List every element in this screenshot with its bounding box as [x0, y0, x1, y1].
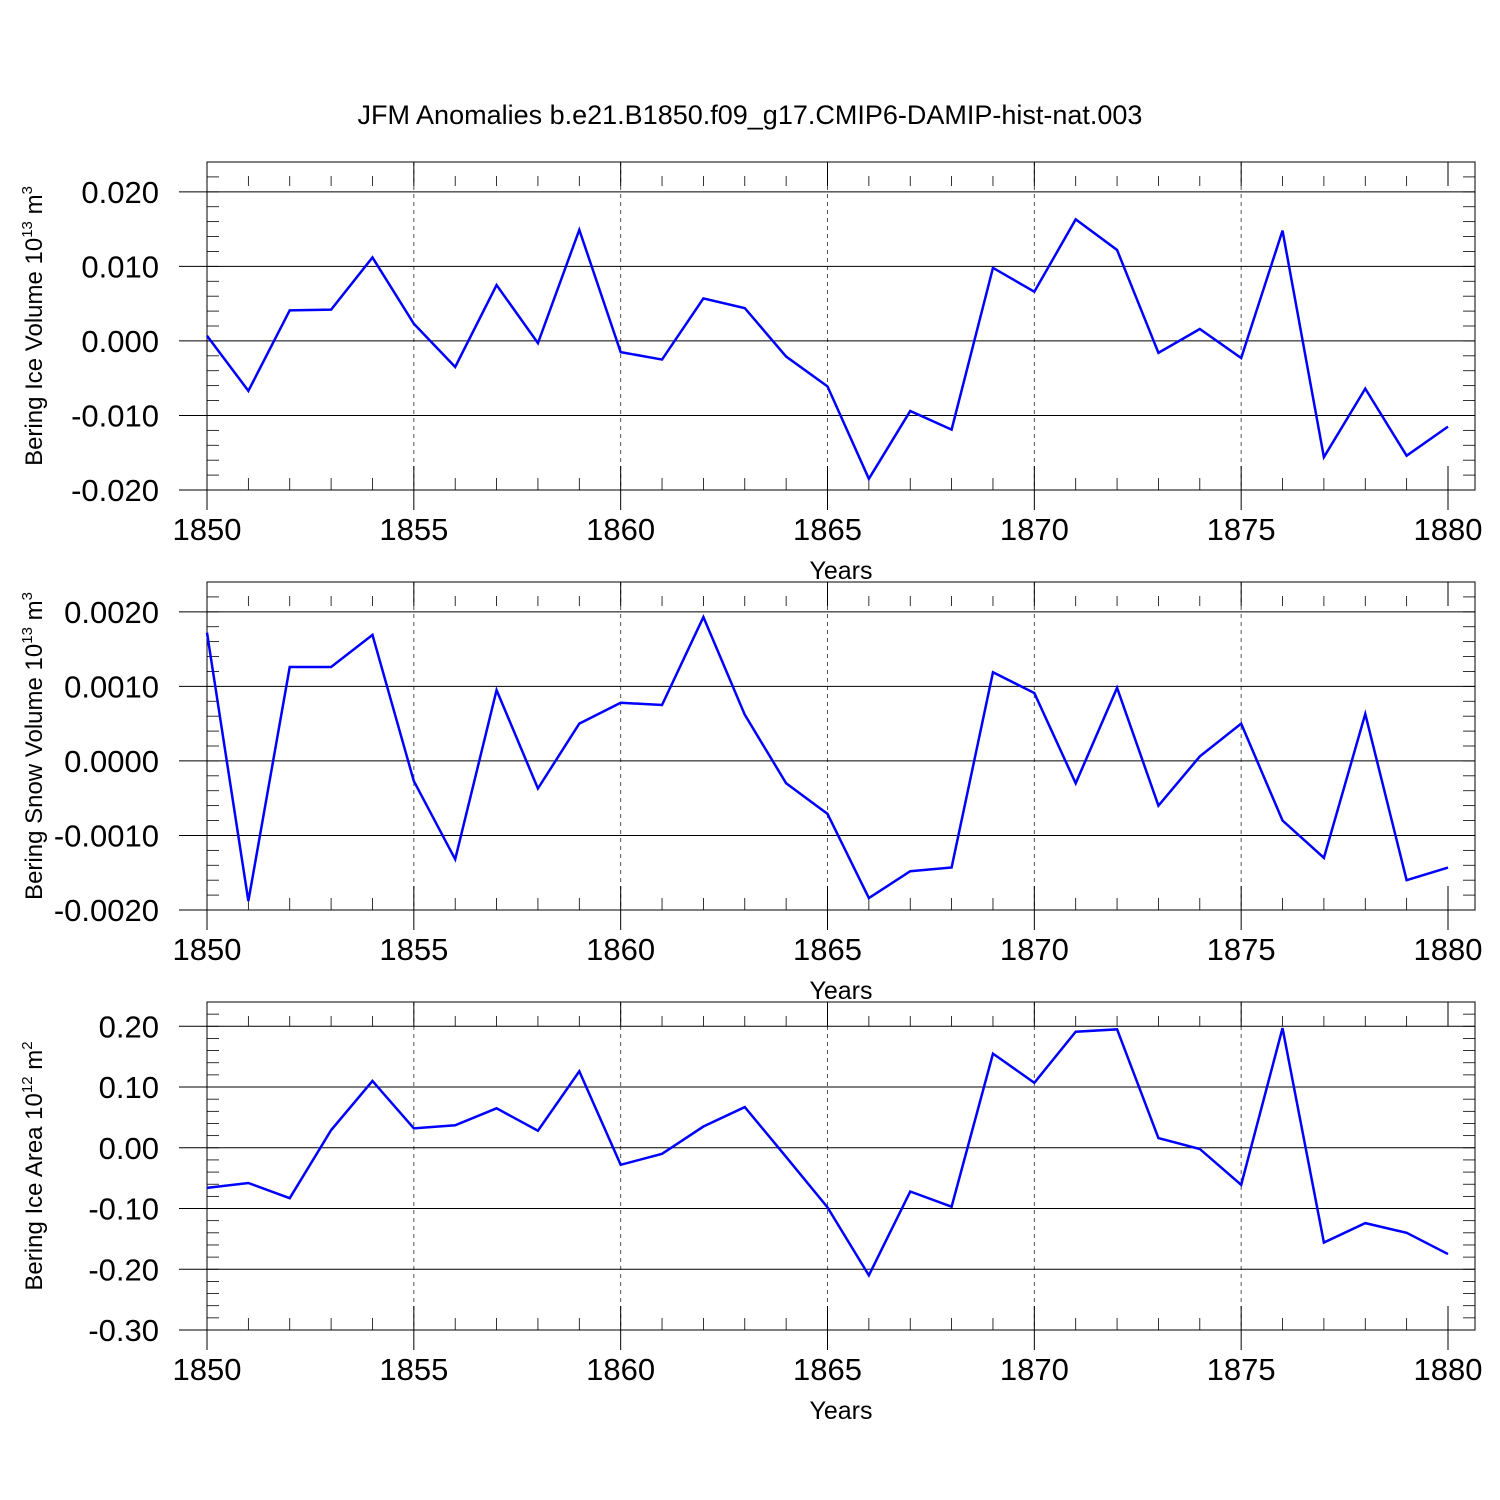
y-axis-label-main: Bering Ice Area 10: [21, 1093, 48, 1290]
y-tick-label: -0.0010: [54, 818, 159, 853]
y-axis-label-unit: m: [21, 194, 48, 221]
y-axis-label-main: Bering Snow Volume 10: [21, 644, 48, 900]
y-tick-label: 0.20: [99, 1009, 159, 1044]
series-line: [205, 217, 1449, 482]
chart-panel-1: -0.020 -0.010 0.000 0.010 0.020 1850 1855 1860 1…: [19, 161, 1483, 585]
x-tick-label: 1860: [586, 932, 655, 967]
y-tick-label: 0.020: [81, 175, 159, 210]
y-tick-label: -0.0020: [54, 893, 159, 928]
series-line: [206, 1027, 1449, 1278]
x-tick-label: 1875: [1207, 512, 1276, 547]
chart-panel-3: -0.30 -0.20 -0.10 0.00 0.10 0.20 1850 1855 1860 1…: [19, 1001, 1483, 1425]
x-tick-label: 1865: [793, 932, 862, 967]
x-tick-label: 1860: [586, 512, 655, 547]
x-tick-label: 1875: [1207, 1352, 1276, 1387]
y-axis-label: Bering Snow Volume 1013 m3: [19, 592, 48, 900]
y-tick-label: -0.20: [88, 1252, 159, 1287]
y-axis-label-unit-exponent: 3: [19, 592, 36, 600]
x-tick-label: 1855: [379, 932, 448, 967]
x-tick-label: 1860: [586, 1352, 655, 1387]
plot-frame: [206, 161, 1476, 491]
x-tick-label: 1870: [1000, 932, 1069, 967]
series-line: [205, 613, 1449, 902]
x-tick-label: 1855: [379, 1352, 448, 1387]
x-axis-label: Years: [809, 557, 872, 585]
y-tick-label: 0.0020: [64, 595, 159, 630]
x-tick-label: 1850: [173, 512, 242, 547]
x-axis-label: Years: [809, 1397, 872, 1425]
y-tick-label: -0.020: [71, 473, 159, 508]
y-tick-label: -0.10: [88, 1192, 159, 1227]
y-axis-label-main: Bering Ice Volume 10: [21, 238, 48, 466]
y-axis-label-exponent: 13: [19, 627, 36, 644]
x-tick-label: 1865: [793, 1352, 862, 1387]
y-tick-label: 0.000: [81, 324, 159, 359]
y-tick-label: -0.30: [88, 1313, 159, 1348]
y-axis-label: Bering Ice Area 1012 m2: [19, 1041, 48, 1290]
y-tick-label: -0.010: [71, 398, 159, 433]
x-tick-label: 1855: [379, 512, 448, 547]
x-tick-label: 1870: [1000, 512, 1069, 547]
x-tick-label: 1875: [1207, 932, 1276, 967]
y-tick-label: 0.00: [99, 1131, 159, 1166]
chart-panel-2: -0.0020 -0.0010 0.0000 0.0010 0.0020 1850 1855…: [19, 581, 1483, 1005]
y-tick-label: 0.0010: [64, 669, 159, 704]
x-tick-label: 1880: [1414, 1352, 1483, 1387]
plot-frame: [206, 581, 1476, 911]
y-axis-label-exponent: 12: [19, 1076, 36, 1093]
y-axis-label-unit: m: [21, 600, 48, 627]
y-axis-label: Bering Ice Volume 1013 m3: [19, 186, 48, 466]
y-axis-label-unit: m: [21, 1050, 48, 1077]
y-axis-label-unit-exponent: 2: [19, 1041, 36, 1049]
x-axis-label: Years: [809, 977, 872, 1005]
x-tick-label: 1880: [1414, 932, 1483, 967]
y-tick-label: 0.010: [81, 249, 159, 284]
x-tick-label: 1870: [1000, 1352, 1069, 1387]
y-tick-label: 0.0000: [64, 744, 159, 779]
x-tick-label: 1850: [173, 932, 242, 967]
y-axis-label-exponent: 13: [19, 221, 36, 238]
x-tick-label: 1880: [1414, 512, 1483, 547]
y-axis-label-unit-exponent: 3: [19, 186, 36, 194]
figure-title: JFM Anomalies b.e21.B1850.f09_g17.CMIP6-…: [358, 100, 1143, 130]
x-tick-label: 1850: [173, 1352, 242, 1387]
plot-frame: [206, 1001, 1476, 1331]
y-tick-label: 0.10: [99, 1070, 159, 1105]
x-tick-label: 1865: [793, 512, 862, 547]
